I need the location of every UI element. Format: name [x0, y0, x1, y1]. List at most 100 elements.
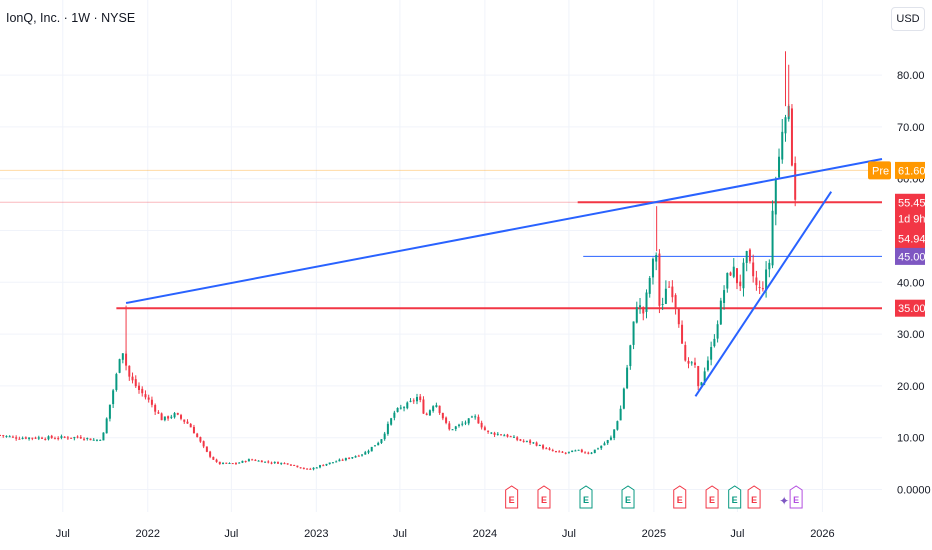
candle [794, 156, 797, 207]
candle-body [396, 408, 399, 412]
x-tick-label: Jul [56, 528, 70, 540]
level-35-tag-bg [895, 299, 925, 317]
candle [115, 372, 118, 392]
candle-body [419, 396, 422, 401]
candle-body [461, 423, 464, 425]
candle-body [160, 413, 163, 421]
candle [286, 463, 289, 465]
candle-body [632, 321, 635, 345]
candle-body [506, 434, 509, 437]
trend-lines [125, 158, 883, 397]
candle [180, 413, 183, 421]
candle [296, 465, 299, 468]
candle [370, 446, 373, 452]
candle [134, 375, 137, 388]
time-axis[interactable]: Jul 2022 Jul 2023 Jul 2024 Jul 2025 Jul 2026 [56, 528, 835, 540]
candle-body [95, 439, 98, 441]
candle [66, 435, 69, 440]
candle-body [315, 467, 318, 469]
candle-body [231, 463, 234, 465]
candle-body [386, 423, 389, 434]
candle-body [137, 385, 140, 390]
candle [34, 436, 37, 440]
candle [131, 372, 134, 384]
low-price-text: 54.94 [898, 233, 926, 245]
last-price-text: 55.45 [898, 197, 926, 209]
candle [95, 439, 98, 442]
candle [344, 457, 347, 462]
candle [306, 468, 309, 470]
candle [415, 393, 418, 405]
candle [467, 418, 470, 426]
y-tick-label: 20.00 [897, 381, 925, 393]
earnings-label: E [625, 495, 631, 505]
candle [742, 258, 745, 297]
candle-body [774, 179, 777, 215]
candle [167, 415, 170, 421]
candle-body [597, 448, 600, 450]
candle-body [723, 290, 726, 303]
candle [322, 464, 325, 467]
candle [558, 450, 561, 453]
candle-body [351, 457, 354, 459]
candle [719, 297, 722, 326]
earnings-badge [579, 485, 593, 509]
candle [516, 436, 519, 442]
candle-body [648, 277, 651, 294]
price-axis[interactable]: 80.0070.0060.0050.0040.0030.0020.0010.00… [897, 70, 931, 496]
candle-body [393, 412, 396, 418]
candle-body [348, 457, 351, 459]
candle [732, 258, 735, 279]
candle-body [509, 436, 512, 438]
candle [529, 439, 532, 445]
sparkle-icon: ✦ [779, 494, 789, 508]
candle-body [118, 359, 121, 373]
candle-body [432, 406, 435, 411]
candle-body [286, 463, 289, 465]
candle [587, 451, 590, 455]
candle-body [192, 426, 195, 434]
candle [399, 404, 402, 410]
candle [490, 432, 493, 435]
candle [723, 285, 726, 310]
candle-body [66, 437, 69, 439]
candle [445, 416, 448, 425]
candle-body [44, 438, 47, 440]
candle [351, 457, 354, 459]
candle [373, 445, 376, 447]
candle [222, 462, 225, 465]
trend-line [694, 191, 833, 397]
candle-body [83, 438, 86, 440]
x-tick-label: 2026 [810, 528, 834, 540]
candle-body [674, 295, 677, 308]
candle-body [79, 437, 82, 439]
candle [47, 435, 50, 441]
candle [63, 436, 66, 439]
candle-body [76, 436, 79, 438]
candle-body [613, 429, 616, 438]
candle [299, 467, 302, 469]
candle [76, 435, 79, 439]
candle-body [176, 412, 179, 415]
currency-button[interactable]: USD [891, 7, 925, 31]
candle [186, 419, 189, 424]
candle [739, 274, 742, 291]
earnings-marker: E [537, 485, 551, 509]
candle-body [542, 445, 545, 449]
candle-body [0, 435, 2, 437]
candle-body [490, 432, 493, 434]
pre-price-tag-bg [895, 161, 925, 179]
candle-body [697, 366, 700, 387]
candle-body [28, 437, 31, 439]
candle-body [538, 445, 541, 447]
candle-body [225, 462, 228, 464]
candle [522, 439, 525, 443]
candle-body [63, 436, 66, 438]
candle-body [700, 382, 703, 386]
candle-body [170, 416, 173, 418]
candle [778, 148, 781, 179]
candle [406, 401, 409, 410]
candle-body [238, 462, 241, 464]
candle [102, 432, 105, 441]
